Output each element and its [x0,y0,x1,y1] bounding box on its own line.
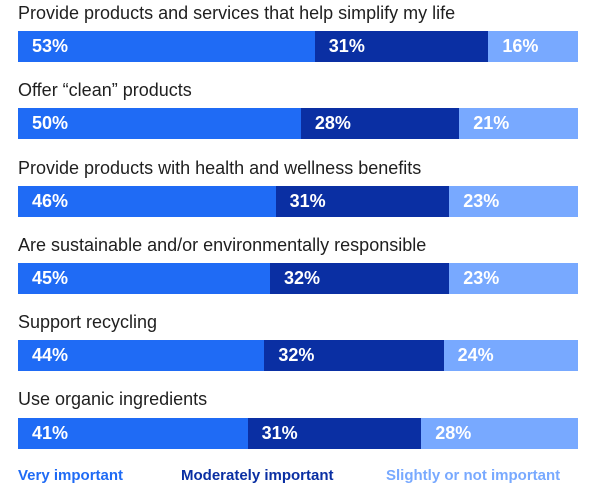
category-label: Support recycling [18,312,158,332]
bar-segment-slightly-or-not-important: 21% [459,108,578,139]
legend-slightly-or-not-important: Slightly or not important [386,467,561,484]
bar-segment-slightly-or-not-important: 23% [449,186,578,217]
stacked-bar: 44% 32% 24% [18,340,578,371]
bar-segment-moderately-important: 31% [247,418,422,449]
bar-segment-very-important: 46% [18,186,276,217]
stacked-bar: 46% 31% 23% [18,186,578,217]
category-label: Offer “clean” products [18,80,192,100]
bar-segment-slightly-or-not-important: 28% [421,418,578,449]
legend-moderately-important: Moderately important [181,467,334,484]
stacked-bar: 50% 28% 21% [18,108,578,139]
bar-segment-slightly-or-not-important: 16% [488,31,578,62]
chart-legend: Very important Moderately important Slig… [18,467,578,489]
bar-segment-moderately-important: 32% [264,340,444,371]
bar-segment-very-important: 45% [18,263,270,294]
bar-segment-slightly-or-not-important: 24% [443,340,578,371]
bar-segment-very-important: 44% [18,340,265,371]
bar-segment-moderately-important: 28% [300,108,460,139]
bar-segment-moderately-important: 31% [314,31,489,62]
stacked-bar: 45% 32% 23% [18,263,578,294]
stacked-bar: 53% 31% 16% [18,31,578,62]
category-label: Provide products and services that help … [18,3,456,23]
bar-segment-very-important: 53% [18,31,315,62]
bar-segment-very-important: 50% [18,108,301,139]
category-label: Are sustainable and/or environmentally r… [18,235,427,255]
bar-segment-moderately-important: 31% [275,186,450,217]
bar-segment-moderately-important: 32% [270,263,450,294]
bar-segment-very-important: 41% [18,418,248,449]
category-label: Use organic ingredients [18,389,208,409]
legend-very-important: Very important [18,467,124,484]
bar-segment-slightly-or-not-important: 23% [449,263,578,294]
stacked-bar: 41% 31% 28% [18,418,578,449]
category-label: Provide products with health and wellnes… [18,158,422,178]
